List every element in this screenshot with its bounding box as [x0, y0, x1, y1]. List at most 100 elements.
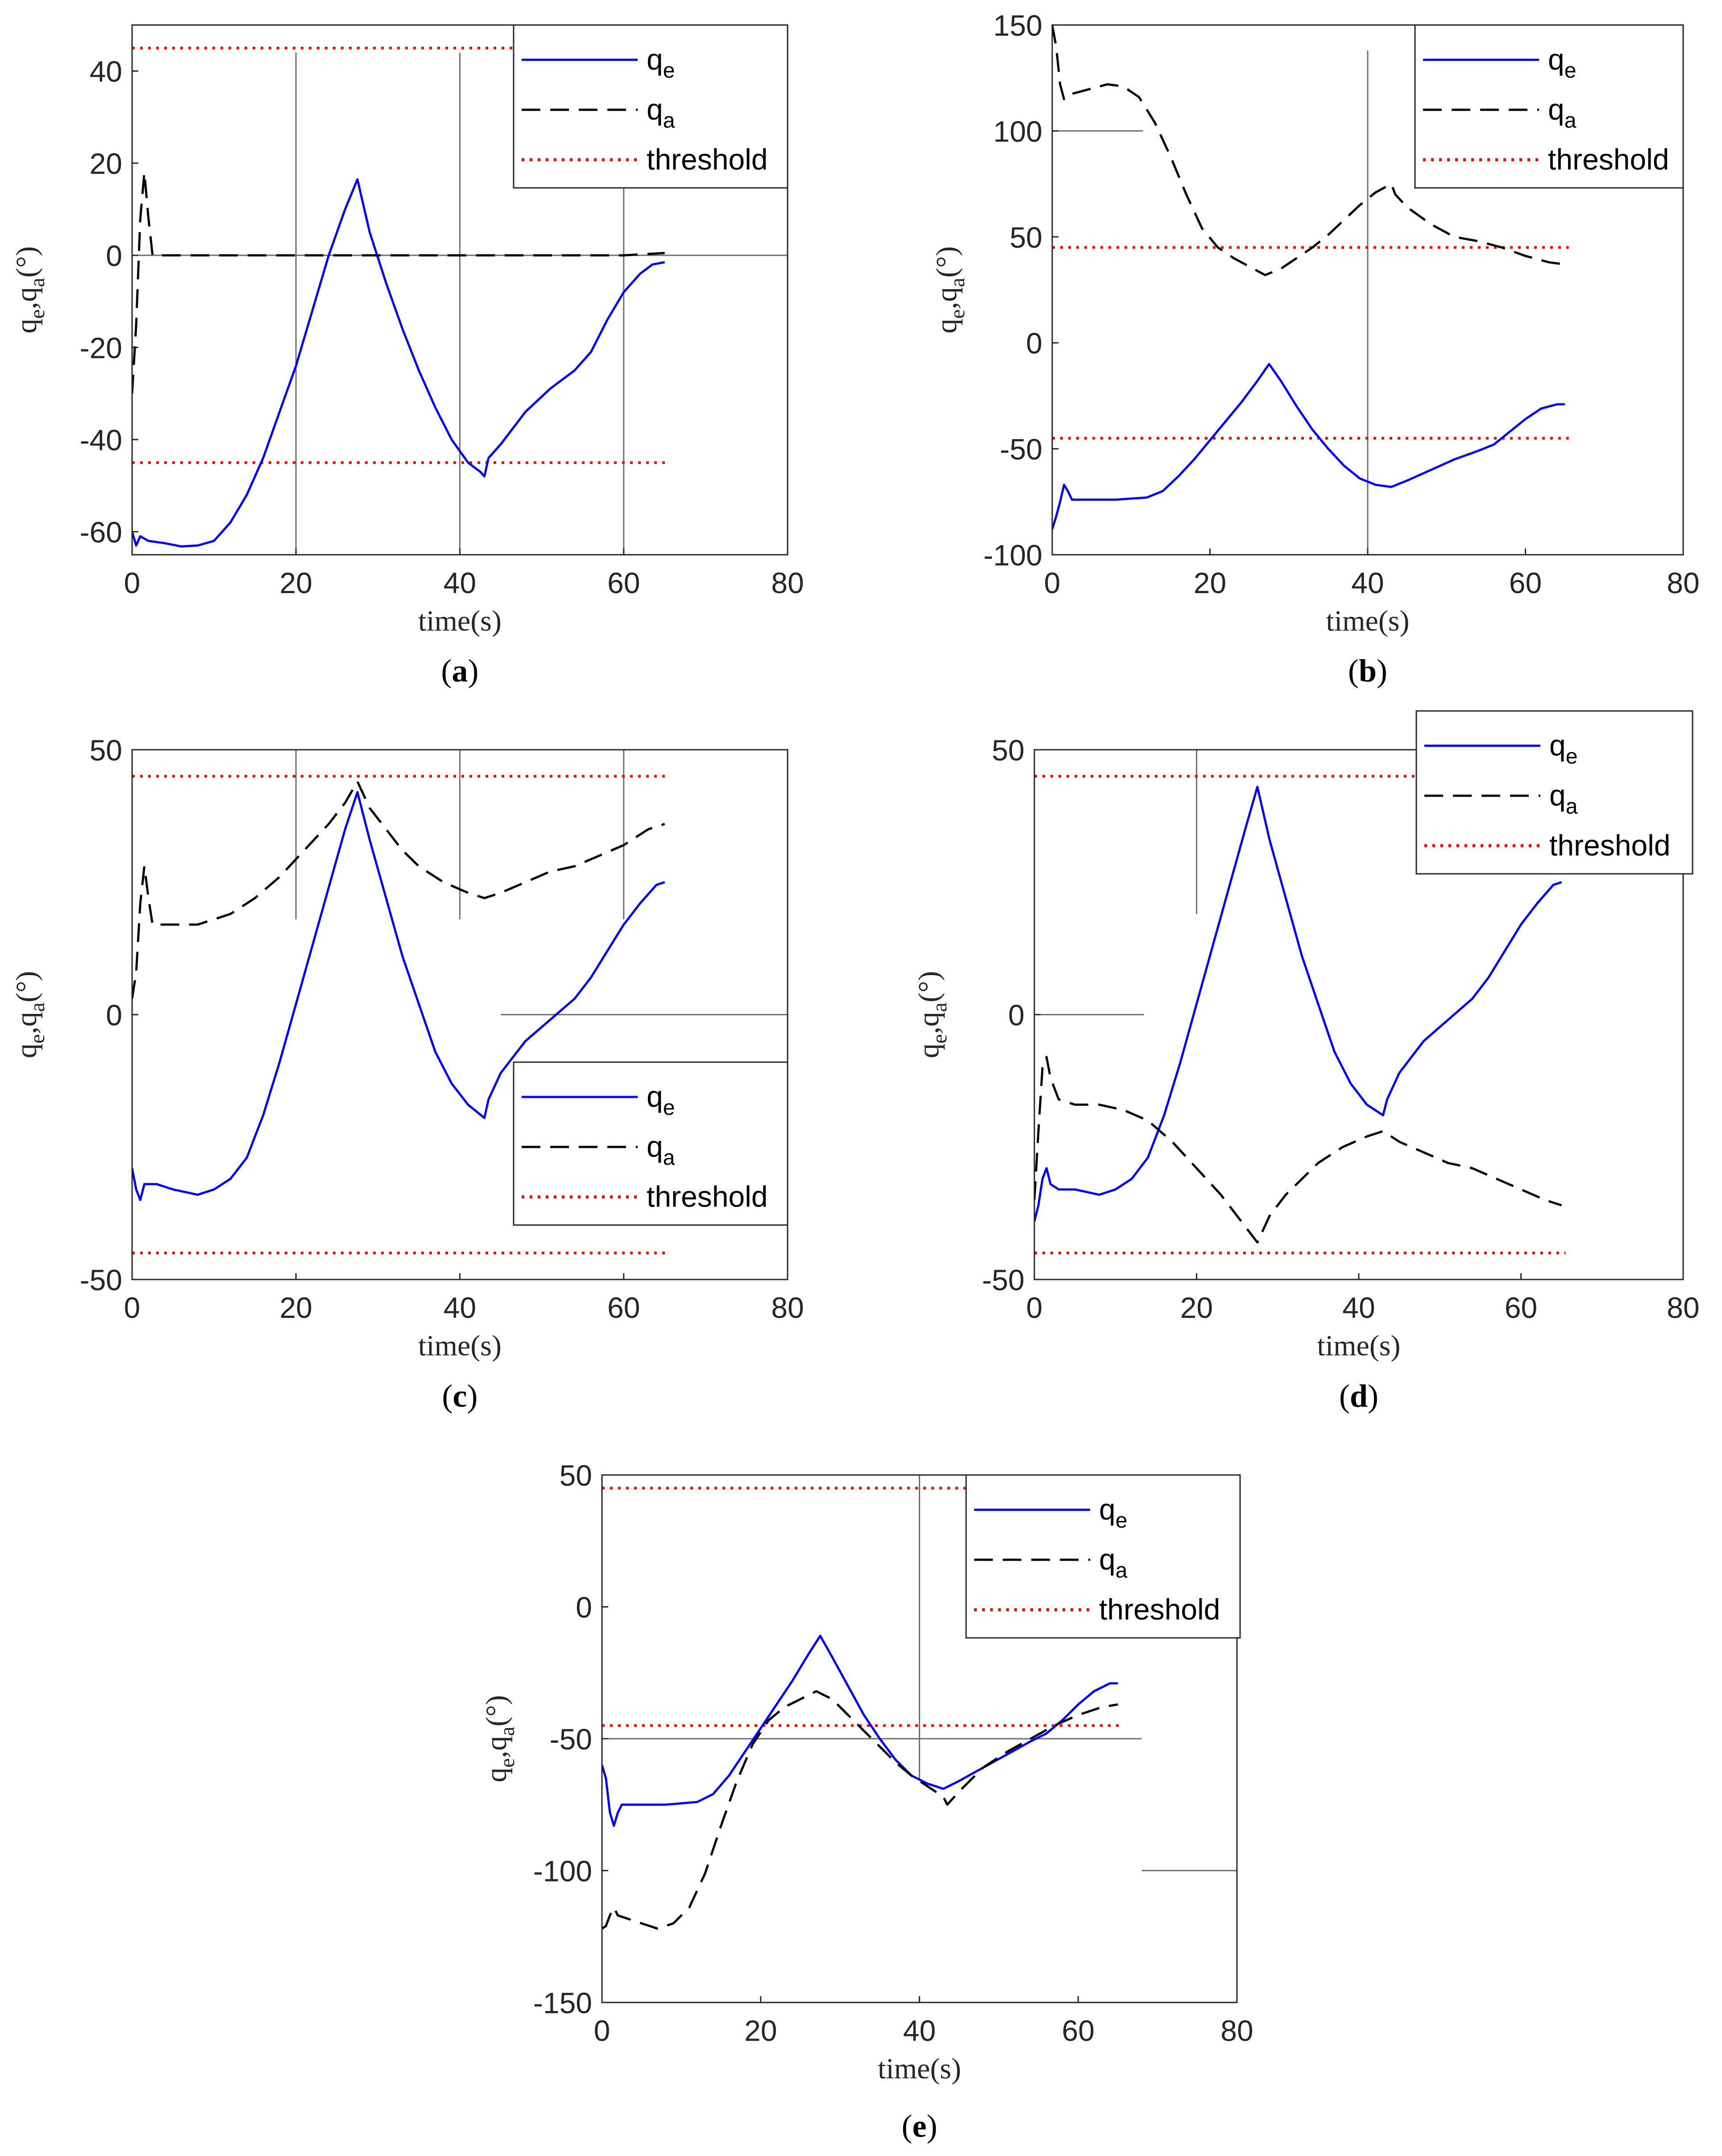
- y-axis-label: qe,qa(°): [913, 971, 951, 1058]
- legend: qe qa threshold: [513, 1061, 788, 1226]
- legend: qe qa threshold: [513, 24, 788, 189]
- x-axis-label: time(s): [1317, 1329, 1401, 1362]
- series-line-qa: [1052, 25, 1565, 276]
- x-tick-label: 0: [124, 1291, 141, 1324]
- y-tick-label: 50: [90, 734, 122, 767]
- series-line-qa: [132, 780, 665, 999]
- x-tick-label: 0: [594, 2014, 610, 2047]
- x-tick-label: 0: [1026, 1291, 1043, 1324]
- x-tick-label: 20: [1194, 566, 1226, 599]
- y-axis-label: qe,qa(°): [930, 246, 969, 333]
- x-axis-label: time(s): [878, 2052, 961, 2085]
- y-tick-label: -50: [1000, 433, 1042, 466]
- x-tick-label: 80: [1667, 1291, 1699, 1324]
- y-tick-label: -50: [80, 1263, 122, 1296]
- y-tick-label: 0: [1008, 999, 1025, 1032]
- y-tick-label: 50: [992, 734, 1025, 767]
- legend-label: qe: [647, 43, 675, 83]
- y-tick-label: 40: [90, 55, 122, 88]
- legend-label: qa: [647, 1130, 675, 1170]
- x-tick-label: 40: [444, 566, 476, 599]
- y-tick-label: 50: [560, 1459, 592, 1492]
- legend-label: qa: [1099, 1543, 1128, 1583]
- x-axis-label: time(s): [418, 605, 502, 637]
- x-tick-label: 20: [1180, 1291, 1213, 1324]
- x-tick-label: 80: [1220, 2014, 1253, 2047]
- series-line-qa: [1034, 1056, 1562, 1244]
- panel-caption: (d): [1339, 1378, 1378, 1414]
- chart-panel-a: 0 20 40 60 80 -60 -40 -20 0 20 40 time(s) qe,qa(°) (a…: [10, 24, 804, 689]
- x-axis-label: time(s): [418, 1329, 502, 1362]
- series-line-qe: [602, 1635, 1118, 1827]
- y-tick-label: -50: [550, 1723, 592, 1756]
- chart-panel-d: 0 20 40 60 80-50050time(s)qe,qa(°)(d)qeqathr…: [913, 710, 1700, 1414]
- legend-box: [513, 1061, 788, 1226]
- legend: qe qa threshold: [1414, 24, 1684, 189]
- series-line-qe: [1034, 785, 1562, 1222]
- panel-caption: (b): [1348, 653, 1387, 689]
- legend: qe qa threshold: [1415, 710, 1693, 875]
- x-tick-label: 60: [607, 1291, 640, 1324]
- y-tick-label: -60: [80, 515, 122, 548]
- y-tick-label: 100: [993, 115, 1042, 148]
- series-line-qa: [602, 1690, 1118, 1930]
- x-tick-label: 20: [744, 2014, 777, 2047]
- x-tick-label: 80: [1667, 566, 1699, 599]
- x-tick-label: 20: [280, 1291, 312, 1324]
- legend-box: [513, 24, 788, 189]
- legend-label: qe: [647, 1080, 675, 1120]
- x-tick-label: 40: [1342, 1291, 1375, 1324]
- legend-label: threshold: [1548, 143, 1669, 176]
- y-axis-label: qe,qa(°): [10, 246, 49, 333]
- legend-box: [1414, 24, 1684, 189]
- x-tick-label: 40: [903, 2014, 936, 2047]
- x-tick-label: 20: [280, 566, 312, 599]
- x-tick-label: 0: [124, 566, 141, 599]
- legend-label: threshold: [1549, 829, 1671, 862]
- panel-caption: (a): [441, 653, 479, 689]
- chart-panel-b: 0 20 40 60 80 -100 -50 0 50 100 150 time(s) qe,qa(°)…: [930, 9, 1700, 689]
- legend-label: threshold: [1099, 1593, 1220, 1626]
- y-axis-label: qe,qa(°): [10, 971, 49, 1058]
- legend-label: threshold: [647, 1180, 768, 1213]
- y-tick-label: 0: [1026, 327, 1042, 360]
- x-tick-label: 80: [771, 1291, 804, 1324]
- x-tick-label: 0: [1044, 566, 1061, 599]
- y-tick-label: -100: [533, 1855, 592, 1888]
- panel-caption: (e): [902, 2108, 938, 2144]
- x-tick-label: 60: [1509, 566, 1542, 599]
- x-tick-label: 60: [607, 566, 640, 599]
- y-tick-label: 0: [106, 999, 122, 1032]
- legend-box: [965, 1474, 1241, 1639]
- y-tick-label: 20: [90, 147, 122, 180]
- y-tick-label: -100: [983, 539, 1042, 572]
- series-line-qe: [132, 791, 665, 1201]
- y-axis-label: qe,qa(°): [480, 1695, 519, 1782]
- y-tick-label: 0: [106, 239, 122, 272]
- y-tick-label: -50: [982, 1263, 1025, 1296]
- legend-label: qa: [1549, 779, 1578, 818]
- y-tick-label: -40: [80, 424, 122, 457]
- legend-label: threshold: [647, 143, 768, 176]
- x-tick-label: 40: [1351, 566, 1384, 599]
- x-tick-label: 40: [444, 1291, 476, 1324]
- y-tick-label: 0: [576, 1591, 592, 1624]
- chart-panel-e: 0 20 40 60 80 -150 -100 -50 0 50 time(s) qe,qa(°) (e…: [480, 1459, 1253, 2144]
- legend-label: qe: [1549, 729, 1577, 769]
- series-line-qa: [132, 171, 665, 394]
- y-tick-label: -20: [80, 332, 122, 365]
- series-line-qe: [1052, 363, 1565, 530]
- x-axis-label: time(s): [1326, 605, 1410, 637]
- legend-label: qa: [1548, 93, 1577, 133]
- legend-label: qe: [1099, 1493, 1127, 1533]
- legend-box: [1415, 710, 1693, 875]
- series-line-qe: [132, 178, 665, 548]
- x-tick-label: 60: [1062, 2014, 1095, 2047]
- y-tick-label: 50: [1010, 221, 1042, 254]
- x-tick-label: 80: [771, 566, 804, 599]
- y-tick-label: 150: [993, 9, 1042, 42]
- chart-panel-c: 0 20 40 60 80-50050time(s)qe,qa(°)(c)qeqathr…: [10, 734, 804, 1414]
- x-tick-label: 60: [1505, 1291, 1537, 1324]
- legend-label: qa: [647, 93, 675, 133]
